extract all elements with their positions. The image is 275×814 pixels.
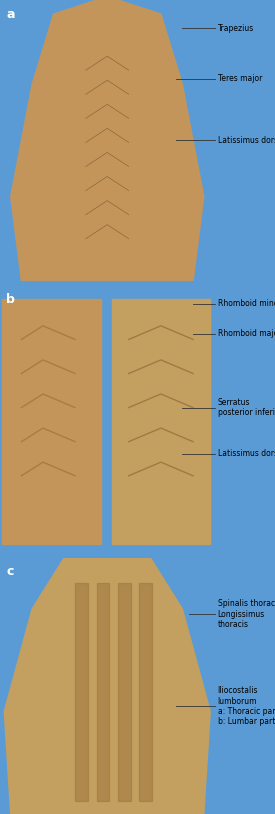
Bar [118, 583, 131, 801]
Bar [139, 583, 152, 801]
Text: Spinalis thoracis
Longissimus
thoracis: Spinalis thoracis Longissimus thoracis [218, 599, 275, 629]
Text: Trapezius: Trapezius [218, 24, 254, 33]
Text: Latissimus dorsi: Latissimus dorsi [218, 449, 275, 458]
Bar [97, 583, 109, 801]
Text: Serratus
posterior inferior: Serratus posterior inferior [218, 398, 275, 418]
Text: Teres major: Teres major [218, 74, 262, 83]
Bar [75, 583, 88, 801]
Polygon shape [112, 299, 210, 544]
Text: c: c [6, 565, 14, 578]
Text: Rhomboid minor: Rhomboid minor [218, 300, 275, 309]
Text: a: a [6, 8, 15, 21]
Polygon shape [4, 558, 210, 814]
Polygon shape [2, 299, 101, 544]
Polygon shape [11, 0, 204, 281]
Text: Latissimus dorsi: Latissimus dorsi [218, 136, 275, 145]
Text: Iliocostalis
lumborum
a: Thoracic part
b: Lumbar part: Iliocostalis lumborum a: Thoracic part b… [218, 686, 275, 726]
Text: Rhomboid major: Rhomboid major [218, 330, 275, 339]
Text: b: b [6, 293, 15, 306]
